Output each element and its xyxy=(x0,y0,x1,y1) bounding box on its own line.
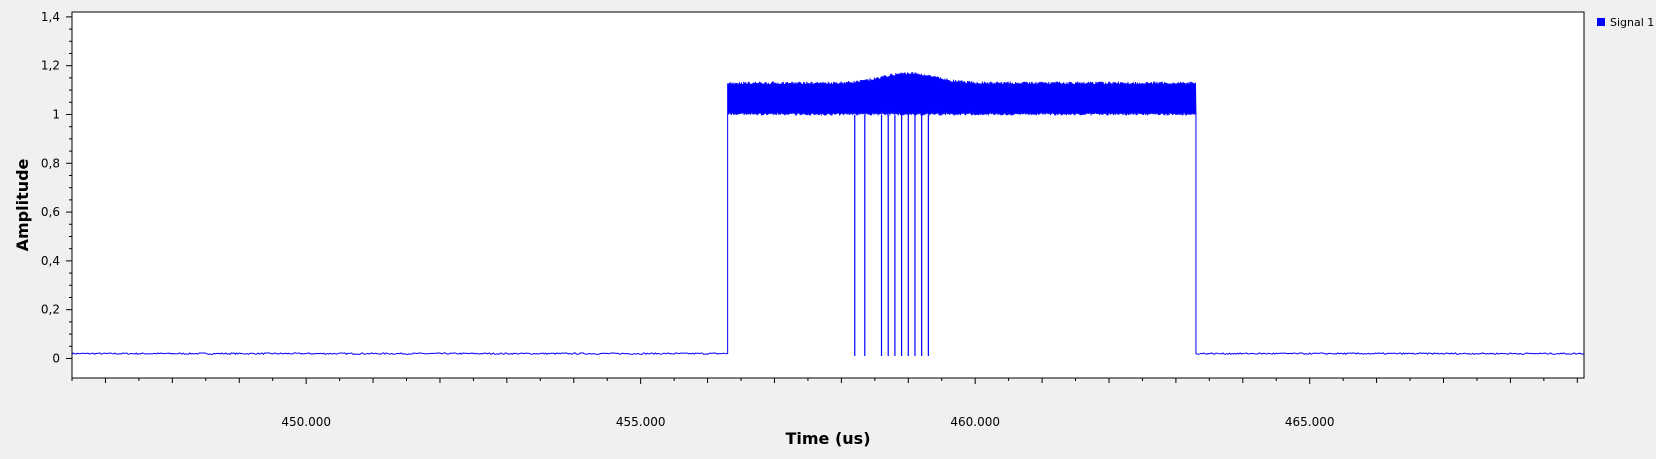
y-tick-label: 1,4 xyxy=(41,10,60,24)
y-tick-label: 1,2 xyxy=(41,59,60,73)
legend: Signal 1 xyxy=(1597,16,1654,29)
y-tick-label: 0,8 xyxy=(41,156,60,170)
x-tick-label: 450.000 xyxy=(281,415,331,429)
legend-swatch xyxy=(1597,18,1605,26)
x-tick-label: 465.000 xyxy=(1285,415,1335,429)
series-layer xyxy=(71,72,1585,357)
y-tick-label: 1 xyxy=(52,107,60,121)
x-tick-label: 460.000 xyxy=(950,415,1000,429)
y-axis-ticks: 0 0,2 0,4 0,6 0,8 1 1,2 1,4 xyxy=(41,10,72,365)
legend-label-signal-1: Signal 1 xyxy=(1610,16,1654,29)
y-tick-label: 0,6 xyxy=(41,205,60,219)
series-line-signal-1 xyxy=(71,72,1585,356)
plot-background xyxy=(71,11,1585,379)
y-tick-label: 0,2 xyxy=(41,303,60,317)
x-tick-label: 455.000 xyxy=(616,415,666,429)
y-tick-label: 0 xyxy=(52,351,60,365)
y-axis-title: Amplitude xyxy=(13,158,32,251)
y-tick-label: 0,4 xyxy=(41,254,60,268)
x-axis-ticks: 450.000 455.000 460.000 465.000 xyxy=(71,378,1578,429)
x-axis-title: Time (us) xyxy=(785,429,870,448)
